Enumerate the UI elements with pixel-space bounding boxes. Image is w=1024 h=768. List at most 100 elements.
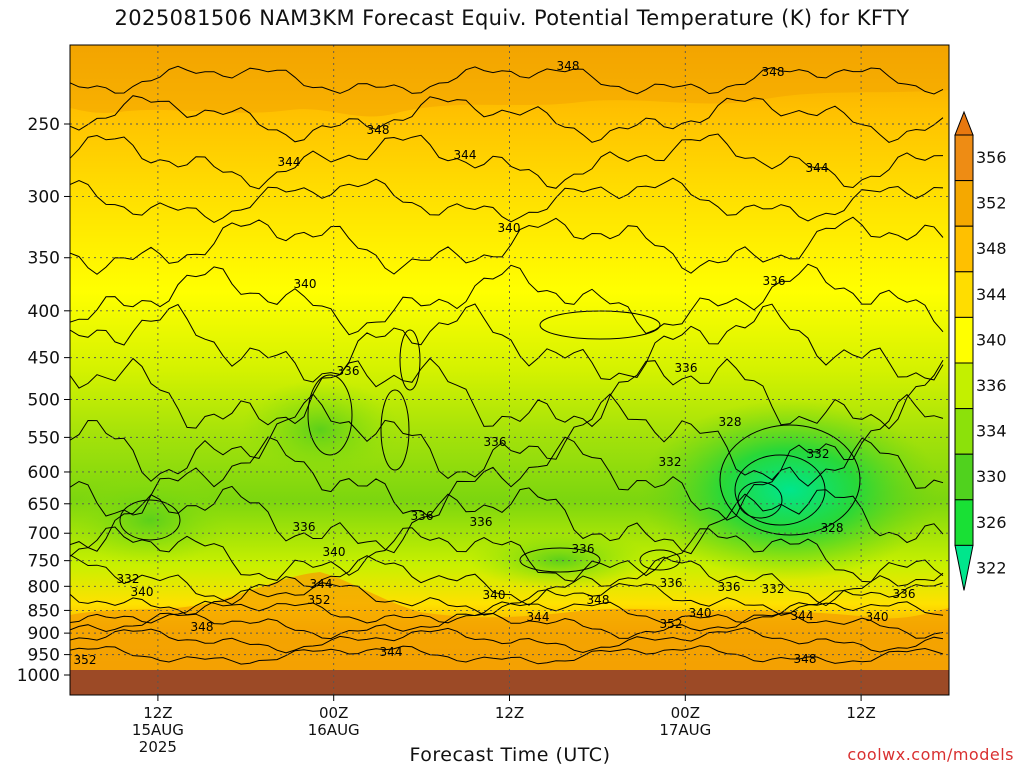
colorbar-segment [954,362,974,410]
colorbar-label: 336 [976,376,1007,395]
contour-line [70,263,944,336]
contour-label: 336 [718,580,741,594]
colorbar-bottom-arrow [954,544,974,591]
x-tick-label: 00Z [671,704,700,722]
contour-label: 340 [689,606,712,620]
contour-line [70,436,944,521]
y-tick-label: 650 [28,495,60,515]
chart-title: 2025081506 NAM3KM Forecast Equiv. Potent… [114,6,910,30]
cool-region-mid [240,380,400,480]
contour-line [70,554,944,607]
contour-label: 348 [191,620,214,634]
contour-label: 344 [791,609,814,623]
colorbar-segment [954,453,974,501]
contour-label: 344 [310,577,333,591]
contour-label: 344 [806,161,829,175]
colorbar-segment [954,225,974,273]
y-tick-label: 800 [28,577,60,597]
contour-label: 340 [294,277,317,291]
y-tick-label: 850 [28,601,60,621]
contour-label: 340 [866,610,889,624]
colorbar-label: 348 [976,239,1007,258]
x-tick-label: 12Z [846,704,875,722]
colorbar-segment [954,499,974,546]
contour-label: 336 [660,576,683,590]
contour-label: 344 [527,610,550,624]
contour-line [70,600,944,624]
colorbar-label: 356 [976,148,1007,167]
contour-label: 332 [807,447,830,461]
contour-label: 352 [660,617,683,631]
contour-line [70,627,944,654]
y-tick-label: 250 [28,115,60,135]
contour-label: 352 [308,593,331,607]
cool-region-east [640,400,940,580]
contour-loop [307,374,353,456]
contour-label: 352 [74,653,97,667]
contour-label: 336 [572,542,595,556]
colorbar: 356 352 348 344 340 336 334 330 326 322 [954,110,1007,591]
contour-label: 336 [484,435,507,449]
contour-label: 328 [719,415,742,429]
contour-loop [539,310,661,340]
y-tick-label: 350 [28,249,60,269]
colorbar-label: 344 [976,285,1007,304]
contour-line [70,357,944,430]
colorbar-segment [954,316,974,364]
contour-label: 340 [498,221,521,235]
colorbar-label: 330 [976,467,1007,486]
contour-line [70,133,944,190]
contour-label: 328 [821,521,844,535]
contour-loop [399,329,421,391]
x-tick-label: 17AUG [659,721,711,739]
y-tick-label: 750 [28,552,60,572]
colorbar-label: 326 [976,513,1007,532]
contour-label: 336 [675,361,698,375]
plot-area: 348 348 348 344 344 344 340 340 336 336 336 336 336 3… [70,45,949,695]
contour-label: 348 [762,65,785,79]
contour-label: 344 [380,645,403,659]
x-tick-label: 12Z [495,704,524,722]
contour-label: 344 [454,148,477,162]
colorbar-label: 334 [976,422,1007,441]
y-tick-label: 500 [28,391,60,411]
contour-line [70,393,944,482]
contour-loop [734,454,826,526]
contour-label: 336 [470,515,493,529]
contour-lines [70,65,944,665]
colorbar-label: 340 [976,330,1007,349]
contour-label-layer: 348 348 348 344 344 344 340 340 336 336 336 336 336 3… [74,59,916,667]
contour-label: 336 [293,520,316,534]
contour-label: 332 [762,582,785,596]
y-tick-label: 450 [28,349,60,369]
source-credit[interactable]: coolwx.com/models [847,745,1014,764]
contour-line [70,95,944,143]
contour-line [70,485,944,555]
contour-label: 340 [131,585,154,599]
cool-region-lowmid [470,530,650,590]
contour-label: 336 [893,587,916,601]
colorbar-label: 352 [976,194,1007,213]
y-axis: 250 300 350 400 450 500 550 600 650 700 750 800 850 9… [17,115,70,686]
colorbar-top-arrow [954,110,974,136]
contour-line [70,582,944,616]
contour-label: 348 [587,593,610,607]
colorbar-segment [954,180,974,227]
contour-loop [380,389,410,471]
contour-label: 348 [367,123,390,137]
contour-line [70,645,944,665]
colorbar-segment [954,408,974,455]
contour-line [70,526,944,583]
y-tick-label: 400 [28,302,60,322]
contour-label: 340 [323,545,346,559]
y-tick-label: 550 [28,428,60,448]
y-tick-label: 700 [28,524,60,544]
contour-loop [719,424,861,536]
contour-label: 336 [763,274,786,288]
y-tick-label: 600 [28,463,60,483]
x-tick-label: 12Z [143,704,172,722]
contour-line [70,65,944,95]
contour-label: 340 [483,588,506,602]
